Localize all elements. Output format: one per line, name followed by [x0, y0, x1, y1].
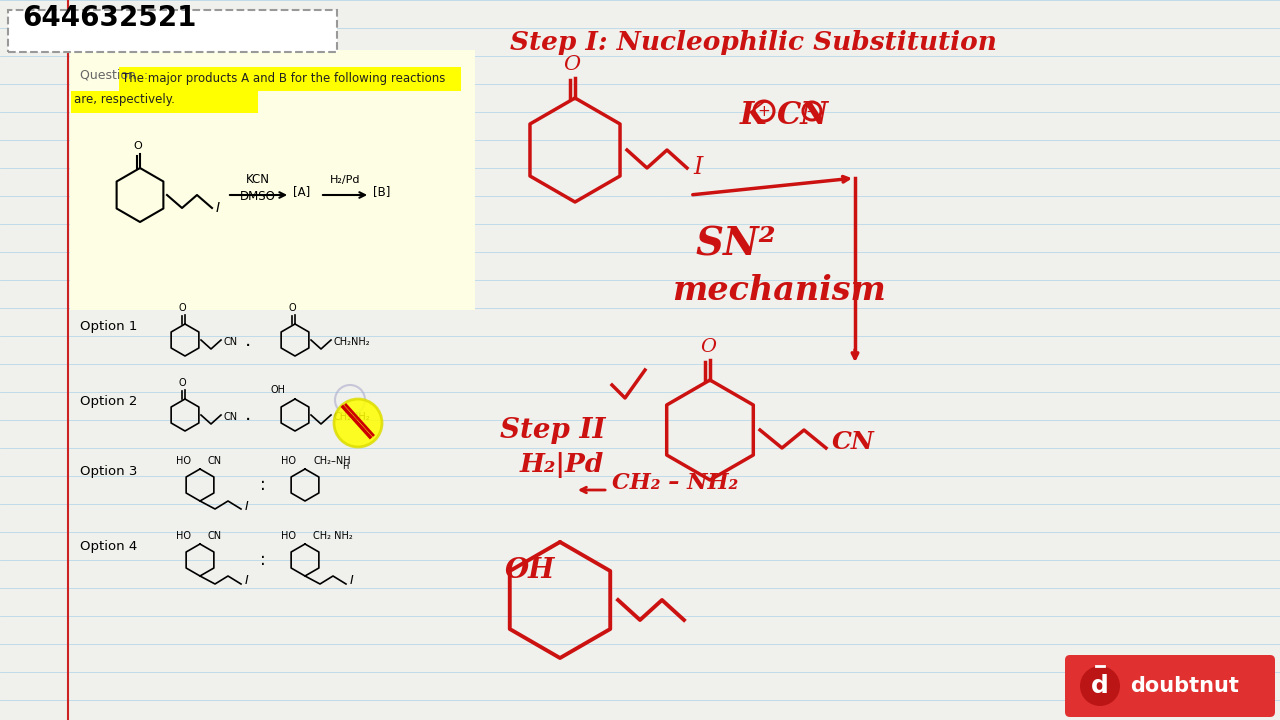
Text: DMSO: DMSO: [241, 190, 276, 203]
Text: H₂|Pd: H₂|Pd: [520, 452, 604, 478]
Text: CN: CN: [832, 430, 874, 454]
Text: 644632521: 644632521: [22, 4, 196, 32]
Text: Option 1: Option 1: [79, 320, 137, 333]
FancyBboxPatch shape: [70, 50, 475, 310]
FancyBboxPatch shape: [1065, 655, 1275, 717]
Text: CH₂ NH₂: CH₂ NH₂: [314, 531, 353, 541]
Text: mechanism: mechanism: [672, 274, 886, 307]
Text: [A]: [A]: [293, 186, 310, 199]
Text: Question  :: Question :: [79, 68, 148, 81]
Text: CN: CN: [777, 99, 829, 130]
Text: I: I: [244, 500, 248, 513]
Text: [B]: [B]: [372, 186, 390, 199]
Text: HO: HO: [177, 531, 191, 541]
Text: I: I: [692, 156, 703, 179]
Text: CH₂–NH: CH₂–NH: [314, 456, 351, 466]
Text: I: I: [244, 575, 248, 588]
Text: OH: OH: [506, 557, 556, 583]
Text: d: d: [1091, 674, 1108, 698]
FancyBboxPatch shape: [8, 10, 337, 52]
Text: H₂/Pd: H₂/Pd: [330, 175, 360, 185]
Text: OH: OH: [270, 385, 285, 395]
Text: CN: CN: [207, 456, 223, 466]
Text: :: :: [260, 476, 266, 494]
Text: Step I: Nucleophilic Substitution: Step I: Nucleophilic Substitution: [509, 30, 997, 55]
Text: H: H: [342, 462, 348, 471]
Text: −: −: [805, 104, 818, 119]
Text: O: O: [133, 141, 142, 151]
Circle shape: [334, 399, 381, 447]
Text: Option 3: Option 3: [79, 465, 137, 478]
Text: HO: HO: [282, 531, 296, 541]
Text: are, respectively.: are, respectively.: [74, 93, 175, 106]
Text: CN: CN: [224, 337, 238, 347]
Text: HO: HO: [177, 456, 191, 466]
Text: I: I: [349, 575, 353, 588]
Text: CH₂ – NH₂: CH₂ – NH₂: [612, 472, 739, 494]
Circle shape: [1080, 666, 1120, 706]
Text: The major products A and B for the following reactions: The major products A and B for the follo…: [122, 72, 445, 85]
Text: CN: CN: [207, 531, 223, 541]
Text: SN²: SN²: [695, 225, 776, 263]
Text: K: K: [740, 99, 767, 130]
Text: Option 2: Option 2: [79, 395, 137, 408]
Text: O: O: [563, 55, 581, 74]
FancyBboxPatch shape: [70, 91, 259, 113]
Text: I: I: [216, 201, 220, 215]
Text: Option 4: Option 4: [79, 540, 137, 553]
Text: O: O: [288, 303, 296, 313]
Text: Step II: Step II: [500, 416, 605, 444]
Text: CH₂NH₂: CH₂NH₂: [334, 337, 371, 347]
Text: doubtnut: doubtnut: [1130, 676, 1239, 696]
Text: O: O: [178, 378, 186, 388]
FancyBboxPatch shape: [119, 67, 461, 91]
Text: O: O: [700, 338, 716, 356]
Text: :: :: [260, 551, 266, 569]
Text: +: +: [758, 104, 771, 119]
Text: CN: CN: [224, 412, 238, 422]
Text: .: .: [244, 330, 251, 349]
Text: HO: HO: [282, 456, 296, 466]
Text: .: .: [244, 405, 251, 425]
Text: KCN: KCN: [246, 173, 270, 186]
Text: CH₂NH₂: CH₂NH₂: [334, 412, 371, 422]
Text: O: O: [178, 303, 186, 313]
